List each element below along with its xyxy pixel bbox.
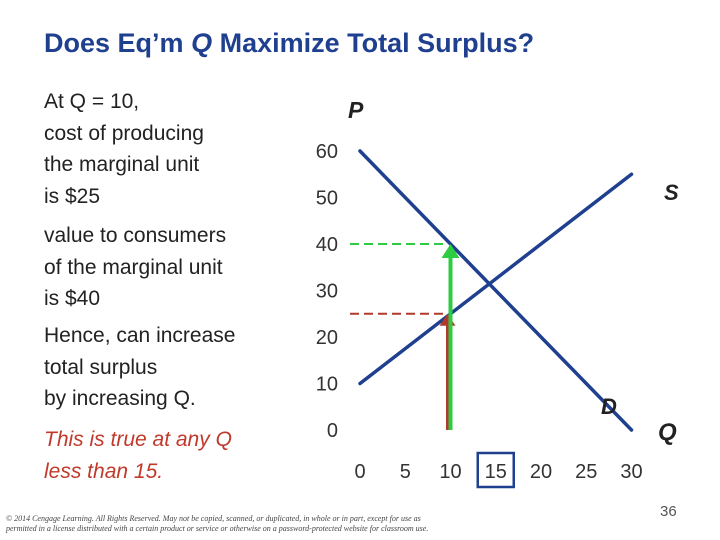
demand-label: D [601, 394, 617, 419]
x-tick-label: 15 [485, 461, 507, 483]
text-line: is $25 [44, 184, 101, 208]
y-tick-label: 50 [316, 188, 338, 210]
text-line: value to consumers [44, 224, 227, 247]
y-tick-label: 30 [316, 281, 338, 303]
slide-title: Does Eq’m Q Maximize Total Surplus? [44, 28, 534, 59]
title-q: Q [191, 28, 213, 58]
y-axis-label: P [348, 97, 364, 123]
text-line: is $40 [44, 287, 101, 310]
x-tick-label: 10 [439, 461, 461, 483]
y-tick-label: 40 [316, 234, 338, 256]
demand-curve [358, 149, 634, 432]
x-tick-label: 0 [354, 461, 365, 483]
text-block-cost: At Q = 10, cost of producing the margina… [44, 86, 289, 212]
text-line: Hence, can increase [44, 324, 236, 347]
text-line: At Q = 10, [44, 90, 140, 113]
text-line: by increasing Q. [44, 387, 196, 410]
y-tick-label: 10 [316, 374, 338, 396]
text-line: This is true at any Q [44, 428, 232, 451]
supply-label: S [664, 180, 679, 205]
title-part2: Maximize Total Surplus? [219, 28, 535, 58]
x-axis-label: Q [658, 419, 677, 446]
text-line: of the marginal unit [44, 255, 223, 279]
x-tick-label: 20 [530, 461, 552, 483]
text-block-hence: Hence, can increase total surplus by inc… [44, 320, 289, 415]
value-arrow-head [441, 244, 460, 258]
text-block-value: value to consumers of the marginal unit … [44, 220, 289, 315]
y-tick-label: 0 [327, 420, 338, 442]
y-tick-label: 60 [316, 141, 338, 163]
text-block-conclusion: This is true at any Q less than 15. [44, 424, 289, 487]
text-line: the marginal unit [44, 153, 200, 176]
highlight-box [476, 451, 515, 489]
text-line: less than 15. [44, 459, 164, 483]
x-tick-label: 30 [620, 461, 642, 483]
x-tick-label: 5 [400, 461, 411, 483]
x-tick-label: 25 [575, 461, 597, 483]
text-line: total surplus [44, 355, 158, 379]
text-line: cost of producing [44, 121, 204, 145]
supply-curve [358, 172, 634, 386]
y-tick-label: 20 [316, 327, 338, 349]
copyright-footer: © 2014 Cengage Learning. All Rights Rese… [6, 514, 429, 533]
page-number: 36 [660, 503, 677, 520]
title-part1: Does Eq’m [44, 28, 184, 58]
